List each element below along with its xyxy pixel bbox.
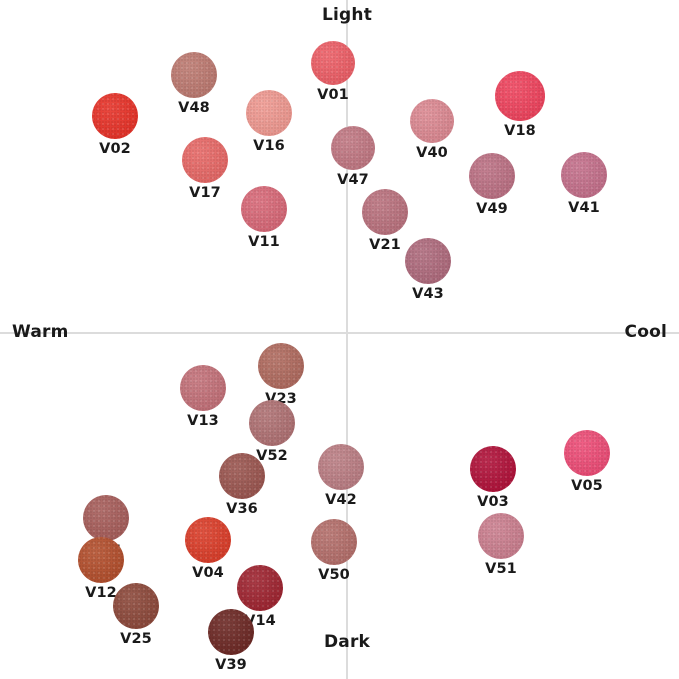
- color-swatch[interactable]: [83, 495, 129, 541]
- swatch-label: V47: [337, 172, 369, 188]
- swatch-label: V50: [318, 567, 350, 583]
- swatch-label: V43: [412, 286, 444, 302]
- swatch-label: V48: [178, 100, 210, 116]
- color-swatch[interactable]: [258, 343, 304, 389]
- color-swatch[interactable]: [237, 565, 283, 611]
- swatch-label: V51: [485, 561, 517, 577]
- color-swatch[interactable]: [219, 453, 265, 499]
- color-swatch[interactable]: [249, 400, 295, 446]
- swatch-label: V05: [571, 478, 603, 494]
- color-swatch[interactable]: [478, 513, 524, 559]
- swatch-label: V03: [477, 494, 509, 510]
- color-swatch[interactable]: [182, 137, 228, 183]
- color-swatch[interactable]: [495, 71, 545, 121]
- color-swatch[interactable]: [241, 186, 287, 232]
- swatch-label: V52: [256, 448, 288, 464]
- swatch-label: V42: [325, 492, 357, 508]
- color-swatch[interactable]: [318, 444, 364, 490]
- swatch-label: V13: [187, 413, 219, 429]
- swatch-label: V39: [215, 657, 247, 673]
- color-swatch[interactable]: [331, 126, 375, 170]
- color-swatch[interactable]: [78, 537, 124, 583]
- color-swatch[interactable]: [410, 99, 454, 143]
- swatch-label: V01: [317, 87, 349, 103]
- swatch-label: V41: [568, 200, 600, 216]
- color-swatch[interactable]: [362, 189, 408, 235]
- swatch-label: V12: [85, 585, 117, 601]
- color-swatch[interactable]: [92, 93, 138, 139]
- swatch-label: V02: [99, 141, 131, 157]
- color-swatch[interactable]: [405, 238, 451, 284]
- swatch-label: V25: [120, 631, 152, 647]
- swatch-label: V16: [253, 138, 285, 154]
- color-swatch[interactable]: [311, 41, 355, 85]
- color-swatch[interactable]: [311, 519, 357, 565]
- axis-pole-label-warm: Warm: [12, 322, 69, 342]
- color-swatch[interactable]: [208, 609, 254, 655]
- swatch-label: V11: [248, 234, 280, 250]
- color-swatch[interactable]: [185, 517, 231, 563]
- light-dark-axis-line: [346, 0, 348, 679]
- swatch-label: V17: [189, 185, 221, 201]
- warm-cool-axis-line: [0, 332, 679, 334]
- color-swatch[interactable]: [171, 52, 217, 98]
- color-swatch[interactable]: [564, 430, 610, 476]
- axis-pole-label-cool: Cool: [624, 322, 667, 342]
- color-swatch[interactable]: [246, 90, 292, 136]
- axis-pole-label-dark: Dark: [323, 632, 371, 652]
- swatch-label: V49: [476, 201, 508, 217]
- swatch-label: V36: [226, 501, 258, 517]
- color-swatch[interactable]: [180, 365, 226, 411]
- axis-pole-label-light: Light: [321, 5, 373, 25]
- swatch-label: V04: [192, 565, 224, 581]
- color-swatch[interactable]: [561, 152, 607, 198]
- color-swatch[interactable]: [469, 153, 515, 199]
- color-swatch[interactable]: [113, 583, 159, 629]
- swatch-label: V40: [416, 145, 448, 161]
- swatch-label: V18: [504, 123, 536, 139]
- color-swatch[interactable]: [470, 446, 516, 492]
- swatch-label: V21: [369, 237, 401, 253]
